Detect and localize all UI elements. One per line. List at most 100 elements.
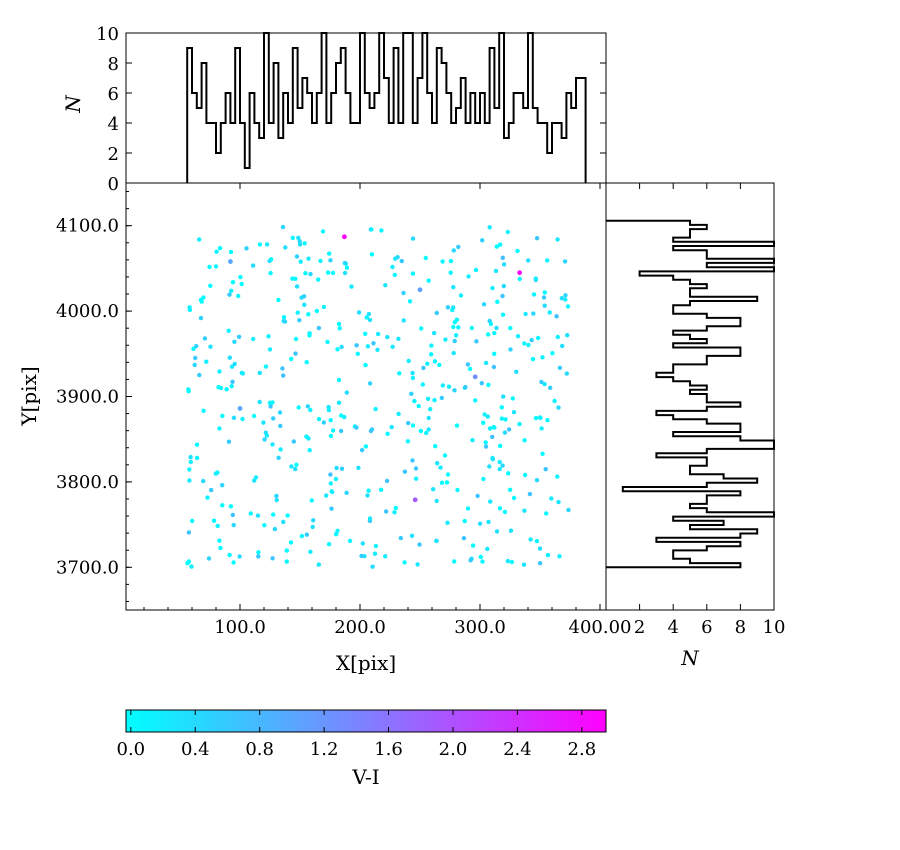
scatter-point [336,377,342,383]
right-histogram-panel: 2 4 6 8 10 N [605,182,785,670]
scatter-point [451,324,456,330]
scatter-point [229,288,234,293]
scatter-point [454,317,460,322]
scatter-point [365,344,371,349]
scatter-point [486,382,491,388]
right-histogram-xtick-label: 2 [634,617,645,638]
scatter-point [434,310,439,316]
scatter-point [268,404,273,409]
scatter-point [217,538,222,543]
scatter-point [514,369,519,374]
scatter-point [228,249,234,255]
scatter-point [226,439,232,444]
scatter-point [483,360,489,366]
scatter-point [410,375,416,381]
scatter-point [359,447,365,453]
scatter-point [557,365,563,370]
scatter-point [392,510,397,515]
scatter-point [192,362,197,368]
scatter-point [188,454,193,460]
scatter-point [434,498,439,504]
colorbar-tick-label: 1.6 [374,739,403,760]
scatter-ytick-label: 4100.0 [56,216,119,237]
scatter-point [316,277,321,282]
scatter-point [227,292,232,297]
scatter-point [552,398,557,404]
scatter-point [236,293,241,299]
scatter-point [545,418,550,423]
scatter-point [194,343,199,349]
scatter-point [492,330,497,336]
scatter-point [251,413,257,419]
scatter-point [488,321,494,327]
scatter-point [375,331,381,337]
scatter-point [456,325,461,330]
scatter-point [487,426,493,431]
scatter-xtick-label: 400.00 [569,617,632,638]
scatter-point [433,444,438,449]
scatter-point [373,406,378,412]
scatter-point [330,428,336,433]
scatter-point [267,347,273,352]
scatter-point [224,387,229,392]
scatter-point [228,259,233,264]
scatter-point [492,351,497,356]
scatter-point [231,415,237,420]
scatter-point [290,276,295,281]
scatter-point [320,229,326,234]
scatter-point [354,425,359,430]
scatter-point [239,370,244,376]
scatter-point [510,396,515,401]
scatter-point [497,506,503,511]
scatter-point [425,361,430,366]
scatter-point [302,302,307,307]
scatter-point [555,334,560,340]
scatter-point [523,311,528,317]
scatter-point [429,352,434,357]
scatter-point [437,362,442,368]
scatter-point [272,526,278,532]
scatter-point [554,314,559,319]
scatter-point [250,263,256,268]
scatter-point [443,337,448,342]
scatter-point [497,242,503,247]
scatter-point [342,260,347,266]
top-histogram-ylabel: N [61,94,85,114]
top-histogram-ytick-label: 2 [108,144,119,165]
scatter-ylabel: Y[pix] [17,366,41,426]
scatter-point [347,538,353,544]
top-histogram-step [186,32,587,183]
scatter-point [356,465,361,470]
scatter-point [264,242,270,247]
scatter-xtick-label: 100.0 [214,617,266,638]
scatter-point [390,264,395,270]
scatter-point [201,408,206,413]
scatter-point [544,511,549,516]
scatter-point [293,336,299,342]
scatter-point [268,270,273,276]
scatter-point [508,528,514,533]
scatter-point [262,437,267,442]
scatter-point [555,237,560,242]
scatter-point [497,459,502,465]
scatter-point [509,559,515,565]
scatter-point [415,562,420,567]
scatter-point [187,478,192,483]
scatter-point [356,310,362,315]
scatter-point [468,558,473,563]
scatter-point [257,370,262,376]
scatter-point [401,318,406,323]
scatter-point [293,351,298,356]
scatter-point [479,381,484,386]
scatter-point [486,519,491,525]
scatter-point [494,244,499,249]
scatter-point [539,379,544,385]
scatter-point [296,235,301,240]
scatter-point [412,497,418,503]
scatter-point [186,559,192,564]
scatter-point [517,270,522,276]
scatter-point [208,283,213,288]
scatter-point [189,564,194,569]
scatter-point [390,344,395,349]
scatter-point [466,274,471,279]
